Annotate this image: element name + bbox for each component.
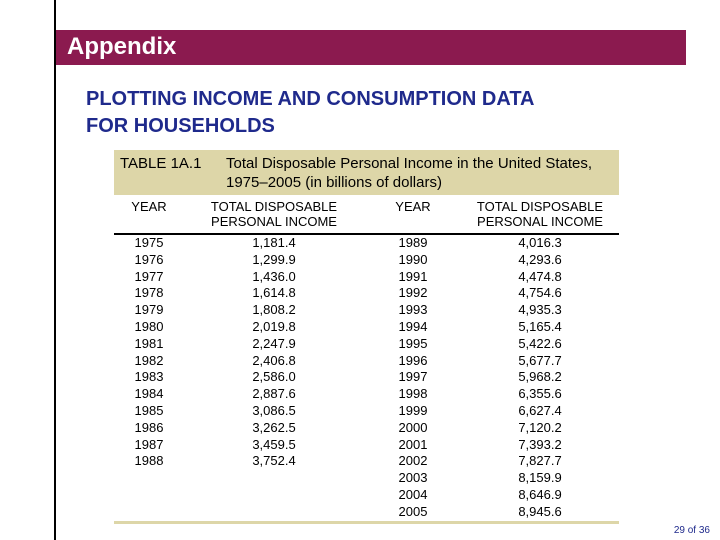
year-cell: 2000 [398, 419, 428, 435]
year-cell: 1997 [398, 369, 428, 385]
income-cell: 5,968.2 [518, 369, 562, 385]
page-number: 29 of 36 [673, 525, 710, 536]
income-cell: 3,086.5 [252, 402, 296, 418]
year-cell: 1989 [398, 235, 428, 250]
heading-line-1: PLOTTING INCOME AND CONSUMPTION DATA [86, 88, 535, 110]
year-cell: 1988 [134, 453, 164, 469]
year-cell: 1979 [134, 302, 164, 318]
income-cell: 1,436.0 [252, 268, 296, 284]
header-year-text: YEAR [395, 199, 431, 214]
table-label: TABLE 1A.1 [120, 155, 202, 172]
year-cell: 1991 [398, 268, 428, 284]
header-rule [114, 233, 619, 235]
year-cell: 1980 [134, 318, 164, 334]
income-cell: 2,887.6 [252, 386, 296, 402]
year-cell: 1978 [134, 285, 164, 301]
income-cell: 1,181.4 [252, 235, 296, 250]
year-cell: 1982 [134, 352, 164, 368]
col-header-year-right: YEAR [380, 199, 446, 214]
left-margin-rule [54, 0, 56, 540]
year-cell: 1987 [134, 436, 164, 452]
year-cell: 2003 [398, 470, 428, 486]
income-cell: 7,827.7 [518, 453, 562, 469]
header-year-text: YEAR [131, 199, 167, 214]
year-cell: 2005 [398, 503, 428, 519]
year-cell: 2002 [398, 453, 428, 469]
income-cell: 1,808.2 [252, 302, 296, 318]
income-cell: 3,262.5 [252, 419, 296, 435]
section-banner: Appendix [56, 30, 686, 65]
year-cell: 2004 [398, 486, 428, 502]
year-cell: 1996 [398, 352, 428, 368]
income-cell: 1,299.9 [252, 251, 296, 267]
income-cell: 5,165.4 [518, 318, 562, 334]
header-income-line-1: TOTAL DISPOSABLE [476, 199, 604, 214]
income-cell: 8,945.6 [518, 503, 562, 519]
year-cell: 1983 [134, 369, 164, 385]
year-cell: 1995 [398, 335, 428, 351]
income-cell: 7,120.2 [518, 419, 562, 435]
income-cell: 1,614.8 [252, 285, 296, 301]
year-cell: 1984 [134, 386, 164, 402]
income-cell: 6,627.4 [518, 402, 562, 418]
year-cell: 1990 [398, 251, 428, 267]
income-cell: 4,474.8 [518, 268, 562, 284]
year-cell: 2001 [398, 436, 428, 452]
col-header-income-right: TOTAL DISPOSABLE PERSONAL INCOME [462, 199, 618, 229]
year-cell: 1993 [398, 302, 428, 318]
year-cell: 1975 [134, 235, 164, 250]
income-cell: 3,752.4 [252, 453, 296, 469]
income-cell: 4,935.3 [518, 302, 562, 318]
heading-line-2: FOR HOUSEHOLDS [86, 115, 275, 137]
year-cell: 1998 [398, 386, 428, 402]
income-cell: 2,247.9 [252, 335, 296, 351]
income-column-right: 4,016.3 4,293.6 4,474.8 4,754.6 4,935.3 5,165… [462, 235, 618, 521]
col-header-year-left: YEAR [116, 199, 182, 214]
year-cell: 1994 [398, 318, 428, 334]
income-cell: 2,586.0 [252, 369, 296, 385]
income-cell: 2,406.8 [252, 352, 296, 368]
year-cell: 1981 [134, 335, 164, 351]
income-column-left: 1,181.4 1,299.9 1,436.0 1,614.8 1,808.2 2,019… [200, 235, 348, 470]
year-cell: 1992 [398, 285, 428, 301]
year-cell: 1986 [134, 419, 164, 435]
header-income-line-1: TOTAL DISPOSABLE [210, 199, 338, 214]
income-cell: 2,019.8 [252, 318, 296, 334]
income-cell: 4,754.6 [518, 285, 562, 301]
income-cell: 8,646.9 [518, 486, 562, 502]
table-bottom-rule [114, 521, 619, 524]
header-income-line-2: PERSONAL INCOME [477, 214, 603, 229]
income-cell: 4,293.6 [518, 251, 562, 267]
year-cell: 1985 [134, 402, 164, 418]
header-income-line-2: PERSONAL INCOME [211, 214, 337, 229]
year-column-right: 1989 1990 1991 1992 1993 1994 1995 1996 1997 1998… [380, 235, 446, 521]
table-caption: TABLE 1A.1 Total Disposable Personal Inc… [114, 150, 619, 195]
income-cell: 5,422.6 [518, 335, 562, 351]
banner-title: Appendix [67, 33, 177, 60]
col-header-income-left: TOTAL DISPOSABLE PERSONAL INCOME [200, 199, 348, 229]
income-cell: 8,159.9 [518, 470, 562, 486]
table-title: Total Disposable Personal Income in the … [226, 155, 593, 191]
year-column-left: 1975 1976 1977 1978 1979 1980 1981 1982 1983 1984… [116, 235, 182, 470]
year-cell: 1977 [134, 268, 164, 284]
income-cell: 4,016.3 [518, 235, 562, 250]
page-heading: PLOTTING INCOME AND CONSUMPTION DATA FOR… [86, 86, 666, 140]
income-cell: 6,355.6 [518, 386, 562, 402]
income-cell: 5,677.7 [518, 352, 562, 368]
year-cell: 1999 [398, 402, 428, 418]
income-cell: 3,459.5 [252, 436, 296, 452]
income-cell: 7,393.2 [518, 436, 562, 452]
year-cell: 1976 [134, 251, 164, 267]
